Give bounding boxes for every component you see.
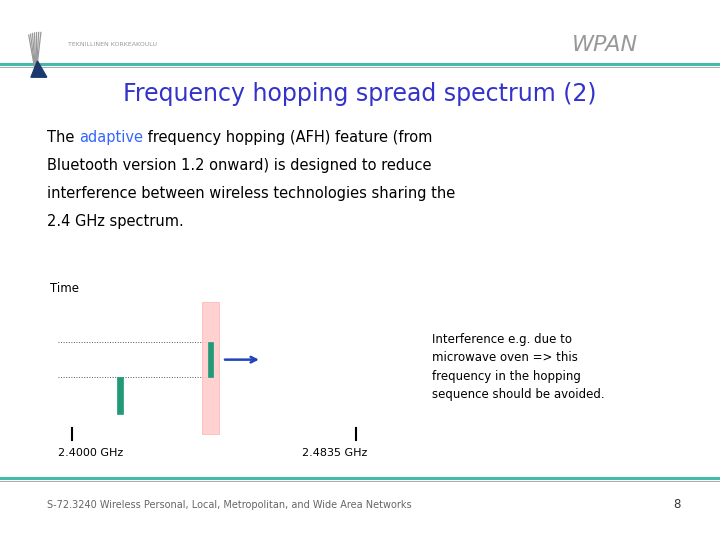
Text: S-72.3240 Wireless Personal, Local, Metropolitan, and Wide Area Networks: S-72.3240 Wireless Personal, Local, Metr… [47, 500, 411, 510]
Text: Bluetooth version 1.2 onward) is designed to reduce: Bluetooth version 1.2 onward) is designe… [47, 158, 431, 173]
Text: Interference e.g. due to
microwave oven => this
frequency in the hopping
sequenc: Interference e.g. due to microwave oven … [432, 333, 605, 401]
Text: WPAN: WPAN [572, 35, 638, 55]
Text: frequency hopping (AFH) feature (from: frequency hopping (AFH) feature (from [143, 130, 432, 145]
Text: 2.4835 GHz: 2.4835 GHz [302, 448, 368, 458]
Text: 2.4 GHz spectrum.: 2.4 GHz spectrum. [47, 214, 184, 230]
Bar [202, 302, 219, 434]
Text: adaptive: adaptive [78, 130, 143, 145]
Text: 8: 8 [673, 498, 680, 511]
Text: Frequency hopping spread spectrum (2): Frequency hopping spread spectrum (2) [123, 83, 597, 106]
Text: Time: Time [50, 282, 79, 295]
Text: interference between wireless technologies sharing the: interference between wireless technologi… [47, 186, 455, 201]
Text: TEKNILLINEN KORKEAKOULU: TEKNILLINEN KORKEAKOULU [68, 42, 158, 48]
Text: The: The [47, 130, 78, 145]
Polygon shape [31, 61, 47, 77]
Bar [117, 377, 122, 414]
Text: 2.4000 GHz: 2.4000 GHz [58, 448, 123, 458]
Bar [207, 342, 213, 377]
